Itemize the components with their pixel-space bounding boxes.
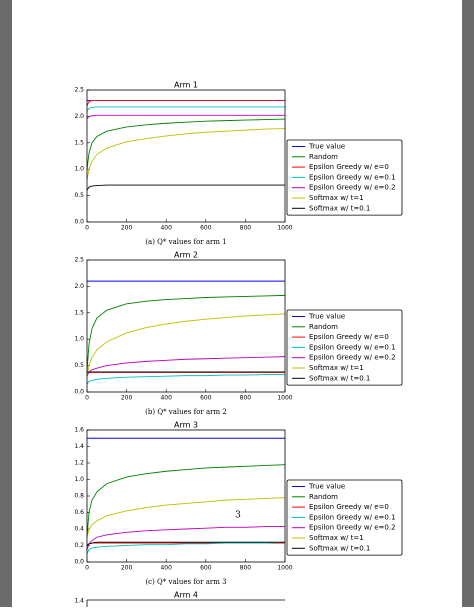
legend-box <box>286 479 403 556</box>
y-tick-label: 1.4 <box>74 598 84 605</box>
legend-label: Epsilon Greedy w/ e=0.2 <box>309 354 396 362</box>
x-tick-label: 200 <box>121 225 133 232</box>
y-tick-label: 0.6 <box>74 509 84 516</box>
legend-label: Softmax w/ t=0.1 <box>309 374 370 382</box>
legend-label: Softmax w/ t=1 <box>309 364 364 372</box>
x-tick-label: 600 <box>200 225 212 232</box>
series-line <box>86 128 286 180</box>
x-tick-label: 800 <box>240 225 252 232</box>
x-tick-label: 400 <box>160 565 172 572</box>
axis-frame <box>86 259 286 393</box>
y-tick-label: 1.0 <box>74 476 84 483</box>
legend-label: Epsilon Greedy w/ e=0.2 <box>309 184 396 192</box>
y-tick-label: 0.2 <box>74 542 84 549</box>
legend-label: Softmax w/ t=1 <box>309 534 364 542</box>
x-tick-label: 200 <box>121 395 133 402</box>
x-tick-label: 0 <box>85 225 89 232</box>
y-tick-label: 0.0 <box>74 559 84 566</box>
x-tick-label: 1000 <box>277 565 292 572</box>
caption: (a) Q* values for arm 1 <box>145 238 226 246</box>
caption: (c) Q* values for arm 3 <box>145 578 226 586</box>
legend-label: True value <box>308 313 345 321</box>
legend-label: True value <box>308 483 345 491</box>
x-tick-label: 800 <box>240 395 252 402</box>
caption: (b) Q* values for arm 2 <box>145 408 227 416</box>
y-tick-label: 0.5 <box>74 192 84 199</box>
legend-label: Epsilon Greedy w/ e=0 <box>309 163 389 171</box>
series-line <box>86 313 286 377</box>
x-tick-label: 400 <box>160 395 172 402</box>
chart-title: Arm 3 <box>174 421 198 430</box>
legend-label: True value <box>308 143 345 151</box>
legend-box <box>286 139 403 216</box>
y-tick-label: 1.0 <box>74 336 84 343</box>
legend-label: Softmax w/ t=1 <box>309 194 364 202</box>
x-tick-label: 400 <box>160 225 172 232</box>
left-frame <box>0 0 12 607</box>
legend-label: Softmax w/ t=0.1 <box>309 544 370 552</box>
x-tick-label: 0 <box>85 565 89 572</box>
y-tick-label: 2.0 <box>74 113 84 120</box>
y-tick-label: 0.8 <box>74 493 84 500</box>
y-tick-label: 1.5 <box>74 309 84 316</box>
legend-label: Random <box>309 323 338 331</box>
series-line <box>86 114 285 120</box>
y-tick-label: 0.0 <box>74 389 84 396</box>
x-tick-label: 0 <box>85 395 89 402</box>
page-number: 3 <box>235 511 241 521</box>
series-line <box>86 497 286 538</box>
legend-label: Epsilon Greedy w/ e=0.1 <box>309 343 396 351</box>
x-tick-label: 800 <box>240 565 252 572</box>
chart-title: Arm 4 <box>174 591 198 600</box>
x-tick-label: 1000 <box>277 225 292 232</box>
legend-label: Random <box>309 493 338 501</box>
y-tick-label: 0.0 <box>74 219 84 226</box>
legend-label: Epsilon Greedy w/ e=0 <box>309 333 389 341</box>
y-tick-label: 1.2 <box>74 460 84 467</box>
axis-frame <box>86 89 286 223</box>
y-tick-label: 2.5 <box>74 257 84 264</box>
axis-frame <box>86 429 286 563</box>
series-line <box>86 541 286 554</box>
series-line <box>86 541 285 546</box>
y-tick-label: 0.4 <box>74 526 84 533</box>
legend-label: Random <box>309 153 338 161</box>
y-tick-label: 1.6 <box>74 427 84 434</box>
x-tick-label: 200 <box>121 565 133 572</box>
chart-title: Arm 2 <box>174 251 198 260</box>
series-line <box>86 464 286 538</box>
series-line <box>86 106 285 112</box>
y-tick-label: 2.0 <box>74 283 84 290</box>
series-line <box>86 356 286 377</box>
legend-label: Epsilon Greedy w/ e=0.2 <box>309 524 396 532</box>
x-tick-label: 600 <box>200 565 212 572</box>
series-line <box>86 184 285 191</box>
legend-label: Epsilon Greedy w/ e=0 <box>309 503 389 511</box>
y-tick-label: 1.5 <box>74 139 84 146</box>
legend-label: Softmax w/ t=0.1 <box>309 204 370 212</box>
series-line <box>86 374 285 385</box>
y-tick-label: 1.0 <box>74 166 84 173</box>
chart-title: Arm 1 <box>174 81 198 90</box>
y-tick-label: 1.4 <box>74 443 84 450</box>
y-tick-label: 2.5 <box>74 87 84 94</box>
legend-label: Epsilon Greedy w/ e=0.1 <box>309 173 396 181</box>
series-line <box>86 100 285 107</box>
x-tick-label: 1000 <box>277 395 292 402</box>
y-tick-label: 0.5 <box>74 362 84 369</box>
series-line <box>86 118 286 170</box>
x-tick-label: 600 <box>200 395 212 402</box>
series-line <box>86 526 285 550</box>
legend-box <box>286 309 403 386</box>
series-line <box>86 294 286 371</box>
right-frame <box>462 0 474 607</box>
legend-label: Epsilon Greedy w/ e=0.1 <box>309 513 396 521</box>
